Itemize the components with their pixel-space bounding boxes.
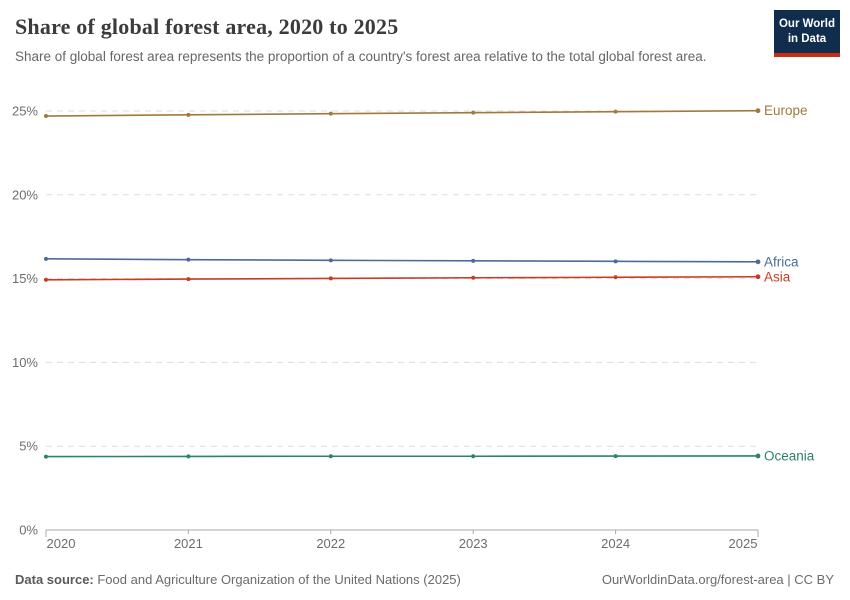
x-tick-label: 2025 [729, 536, 758, 551]
logo-line2: in Data [787, 32, 827, 45]
x-tick-label: 2021 [174, 536, 203, 551]
data-point[interactable] [613, 109, 618, 114]
data-point[interactable] [328, 111, 333, 116]
data-point[interactable] [44, 114, 48, 119]
data-point[interactable] [613, 259, 618, 264]
data-point[interactable] [328, 276, 333, 281]
series-asia[interactable]: Asia [44, 269, 791, 284]
data-point[interactable] [471, 258, 476, 263]
data-point[interactable] [471, 110, 476, 115]
series-africa[interactable]: Africa [44, 254, 799, 269]
data-point[interactable] [186, 257, 191, 262]
y-tick-label: 10% [12, 355, 38, 370]
series-label-europe[interactable]: Europe [764, 103, 808, 118]
series-label-oceania[interactable]: Oceania [764, 448, 815, 463]
series-line[interactable] [45, 258, 759, 263]
logo-line1: Our World [778, 18, 835, 30]
x-tick-label: 2022 [316, 536, 345, 551]
data-point[interactable] [755, 274, 761, 280]
x-tick-label: 2020 [47, 536, 76, 551]
series-label-asia[interactable]: Asia [764, 269, 791, 284]
x-tick-label: 2024 [601, 536, 630, 551]
series-line[interactable] [45, 455, 759, 458]
data-point[interactable] [186, 112, 191, 117]
y-tick-label: 20% [12, 187, 38, 202]
data-point[interactable] [328, 454, 333, 459]
data-source-text: Food and Agriculture Organization of the… [93, 572, 461, 587]
data-source-label: Data source: [15, 572, 94, 587]
chart-header: Share of global forest area, 2020 to 202… [0, 0, 850, 67]
data-point[interactable] [613, 275, 618, 280]
y-tick-label: 0% [19, 523, 38, 538]
series-europe[interactable]: Europe [44, 103, 808, 118]
y-tick-label: 25% [12, 104, 38, 119]
chart-subtitle: Share of global forest area represents t… [15, 49, 707, 64]
data-point[interactable] [44, 454, 48, 459]
data-point[interactable] [44, 277, 48, 282]
y-tick-label: 5% [19, 439, 38, 454]
data-source: Data source: Food and Agriculture Organi… [15, 572, 461, 587]
chart-footer: Data source: Food and Agriculture Organi… [15, 572, 834, 587]
series-line[interactable] [45, 275, 759, 281]
data-point[interactable] [755, 259, 761, 265]
series-oceania[interactable]: Oceania [44, 448, 815, 463]
data-point[interactable] [186, 277, 191, 282]
data-point[interactable] [613, 454, 618, 459]
y-tick-label: 15% [12, 271, 38, 286]
data-point[interactable] [755, 453, 761, 459]
data-point[interactable] [328, 258, 333, 263]
series-line[interactable] [45, 109, 759, 117]
owid-logo[interactable]: Our World in Data [774, 10, 840, 57]
x-tick-label: 2023 [459, 536, 488, 551]
data-point[interactable] [471, 454, 476, 459]
line-chart[interactable]: 0% 5% 10% 15% 20% 25% 2020 2021 2022 2023 2024 2025… [0, 95, 850, 555]
series-label-africa[interactable]: Africa [764, 254, 799, 269]
page-title: Share of global forest area, 2020 to 202… [15, 14, 399, 39]
footer-link[interactable]: OurWorldinData.org/forest-area | CC BY [601, 572, 834, 587]
data-point[interactable] [44, 256, 48, 261]
data-point[interactable] [471, 275, 476, 280]
data-point[interactable] [186, 454, 191, 459]
data-point[interactable] [755, 108, 761, 114]
